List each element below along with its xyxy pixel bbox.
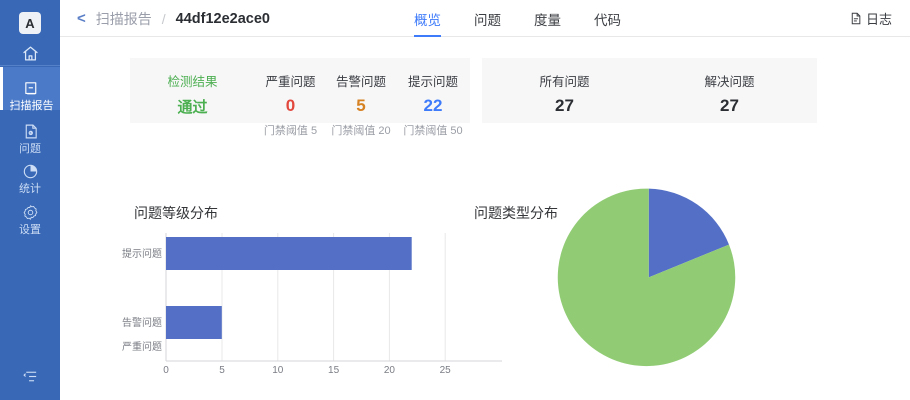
svg-text:5: 5 bbox=[219, 365, 225, 376]
svg-text:20: 20 bbox=[384, 365, 396, 376]
svg-text:25: 25 bbox=[440, 365, 452, 376]
svg-text:10: 10 bbox=[272, 365, 284, 376]
svg-text:提示问题: 提示问题 bbox=[122, 247, 162, 260]
svg-text:严重问题: 严重问题 bbox=[122, 340, 162, 353]
svg-text:0: 0 bbox=[163, 365, 169, 376]
svg-text:15: 15 bbox=[328, 365, 340, 376]
svg-text:告警问题: 告警问题 bbox=[122, 316, 162, 329]
